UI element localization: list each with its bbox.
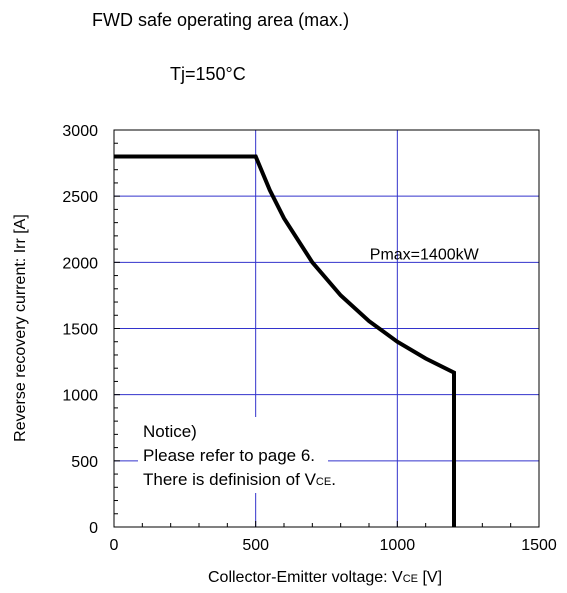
notice-line-1: Notice) xyxy=(143,422,197,441)
y-tick-label-500: 500 xyxy=(71,454,98,471)
y-tick-label-2000: 2000 xyxy=(62,255,98,272)
y-tick-label-3000: 3000 xyxy=(62,123,98,140)
x-tick-label-0: 0 xyxy=(110,537,119,554)
chart-title: FWD safe operating area (max.) xyxy=(92,10,350,30)
y-tick-label-1000: 1000 xyxy=(62,388,98,405)
series-group xyxy=(114,154,456,527)
notice-box: Notice) Please refer to page 6. There is… xyxy=(138,417,336,493)
tick-labels: 0 500 1000 1500 0 500 1000 1500 2000 2500 3000 xyxy=(62,123,556,554)
y-tick-label-0: 0 xyxy=(89,520,98,537)
notice-background xyxy=(138,417,328,493)
series-line-0 xyxy=(114,154,456,527)
y-tick-label-2500: 2500 xyxy=(62,189,98,206)
x-tick-label-500: 500 xyxy=(242,537,269,554)
y-axis-label: Reverse recovery current: Irr [A] xyxy=(12,214,29,442)
y-tick-label-1500: 1500 xyxy=(62,322,98,339)
annotations: Pmax=1400kW xyxy=(370,246,480,263)
notice-line-3: There is definision of VCE. xyxy=(143,470,336,489)
annotation-0: Pmax=1400kW xyxy=(370,246,480,263)
x-tick-label-1000: 1000 xyxy=(380,537,416,554)
x-axis-label: Collector-Emitter voltage: VCE [V] xyxy=(208,569,442,586)
notice-line-2: Please refer to page 6. xyxy=(143,446,315,465)
x-tick-label-1500: 1500 xyxy=(521,537,557,554)
chart-subtitle: Tj=150°C xyxy=(170,64,246,84)
